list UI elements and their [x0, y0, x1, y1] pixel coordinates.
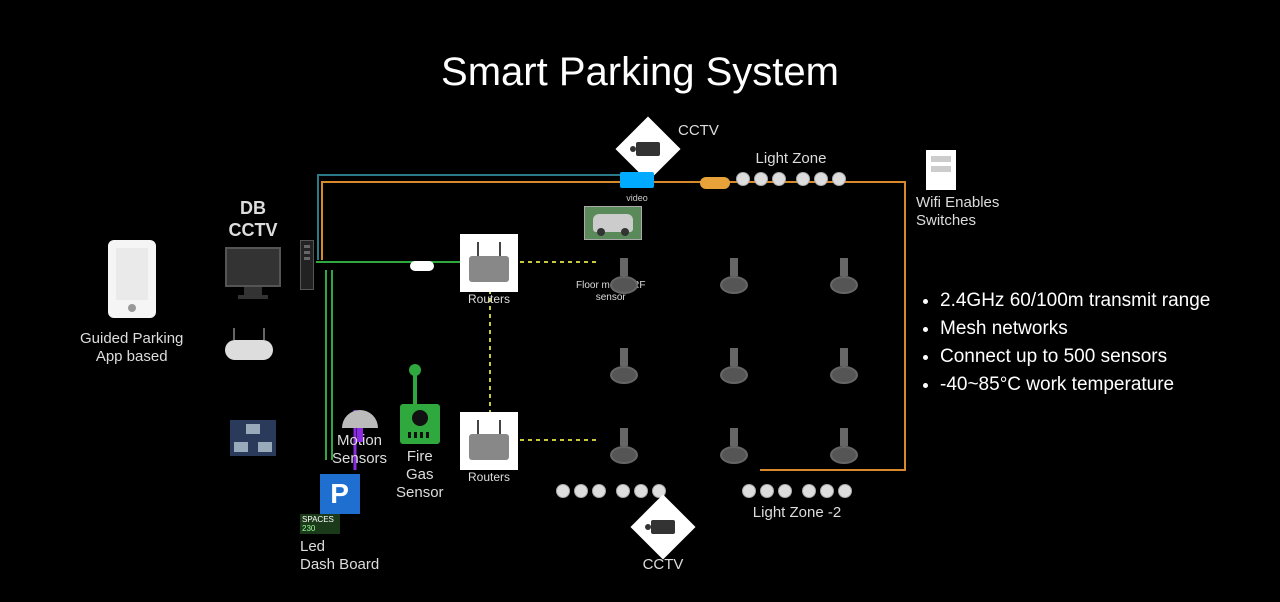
bullet-item: -40~85°C work temperature	[940, 374, 1210, 396]
switch-icon	[926, 150, 956, 190]
server-node	[300, 240, 314, 295]
feature-bullets: 2.4GHz 60/100m transmit range Mesh networ…	[920, 290, 1210, 402]
fire-icon	[400, 404, 440, 444]
connector-orange-icon	[700, 177, 730, 189]
parking-sensor	[720, 350, 748, 384]
light-zone-node: Light Zone	[736, 150, 846, 186]
parking-sensor	[610, 430, 638, 464]
network-node	[230, 420, 276, 456]
light-zone-label: Light Zone	[736, 150, 846, 168]
motion-sensor-node: Motion Sensors	[332, 410, 387, 468]
monitor-icon	[225, 247, 281, 287]
light-cluster-icon	[742, 484, 852, 498]
page-title: Smart Parking System	[441, 50, 839, 95]
parking-sign-icon: P	[320, 474, 360, 514]
connector-white-icon	[410, 261, 434, 271]
light-cluster-icon	[556, 484, 666, 498]
parking-sensor	[610, 260, 638, 294]
dongle-white	[410, 258, 434, 276]
fire-label: Fire Gas Sensor	[396, 448, 444, 502]
spaces-count: 230	[302, 524, 315, 533]
video-node: video	[620, 172, 654, 203]
parking-sensor	[720, 430, 748, 464]
router1-node: Routers	[460, 234, 518, 306]
router1-label: Routers	[460, 292, 518, 306]
led-label: Led Dash Board	[300, 538, 379, 574]
parking-sensor	[830, 350, 858, 384]
light-zone2-label: Light Zone -2	[742, 504, 852, 522]
video-label: video	[620, 193, 654, 203]
cctv-icon	[630, 494, 695, 559]
dongle-orange	[700, 176, 730, 194]
spaces-label: SPACES	[302, 515, 334, 524]
video-icon	[620, 172, 654, 188]
db-cctv-node: DB CCTV	[225, 198, 281, 287]
fire-sensor-node: Fire Gas Sensor	[396, 404, 444, 502]
light-cluster-icon	[736, 172, 846, 186]
parking-sensor	[720, 260, 748, 294]
cctv-top-label-node: CCTV	[678, 122, 719, 140]
led-dashboard-node: P SPACES 230 Led Dash Board	[300, 474, 379, 574]
wifi-switches-node: Wifi Enables Switches	[916, 150, 999, 230]
wifi-router-node	[225, 340, 273, 360]
bullet-item: Mesh networks	[940, 318, 1210, 340]
wifi-router-icon	[225, 340, 273, 360]
router2-label: Routers	[460, 470, 518, 484]
cctv-top-node	[625, 126, 671, 172]
phone-app-node: Guided Parking App based	[80, 240, 183, 366]
cctv-top-label: CCTV	[678, 122, 719, 140]
phone-label: Guided Parking App based	[80, 330, 183, 366]
bullet-item: 2.4GHz 60/100m transmit range	[940, 290, 1210, 312]
phone-icon	[108, 240, 156, 318]
router2-node: Routers	[460, 412, 518, 484]
db-cctv-label: DB CCTV	[225, 198, 281, 241]
parking-sensor	[830, 260, 858, 294]
parking-sensor	[830, 430, 858, 464]
parking-sensor	[610, 350, 638, 384]
network-icon	[230, 420, 276, 456]
floor-sensor-node	[584, 206, 642, 240]
motion-icon	[342, 410, 378, 428]
router-icon	[460, 234, 518, 292]
router-icon	[460, 412, 518, 470]
light-cluster-bl	[556, 484, 666, 498]
car-icon	[584, 206, 642, 240]
light-zone2-node: Light Zone -2	[742, 484, 852, 522]
bullet-item: Connect up to 500 sensors	[940, 346, 1210, 368]
server-icon	[300, 240, 314, 290]
cctv-bottom-node: CCTV	[640, 504, 686, 574]
switches-label: Wifi Enables Switches	[916, 194, 999, 230]
